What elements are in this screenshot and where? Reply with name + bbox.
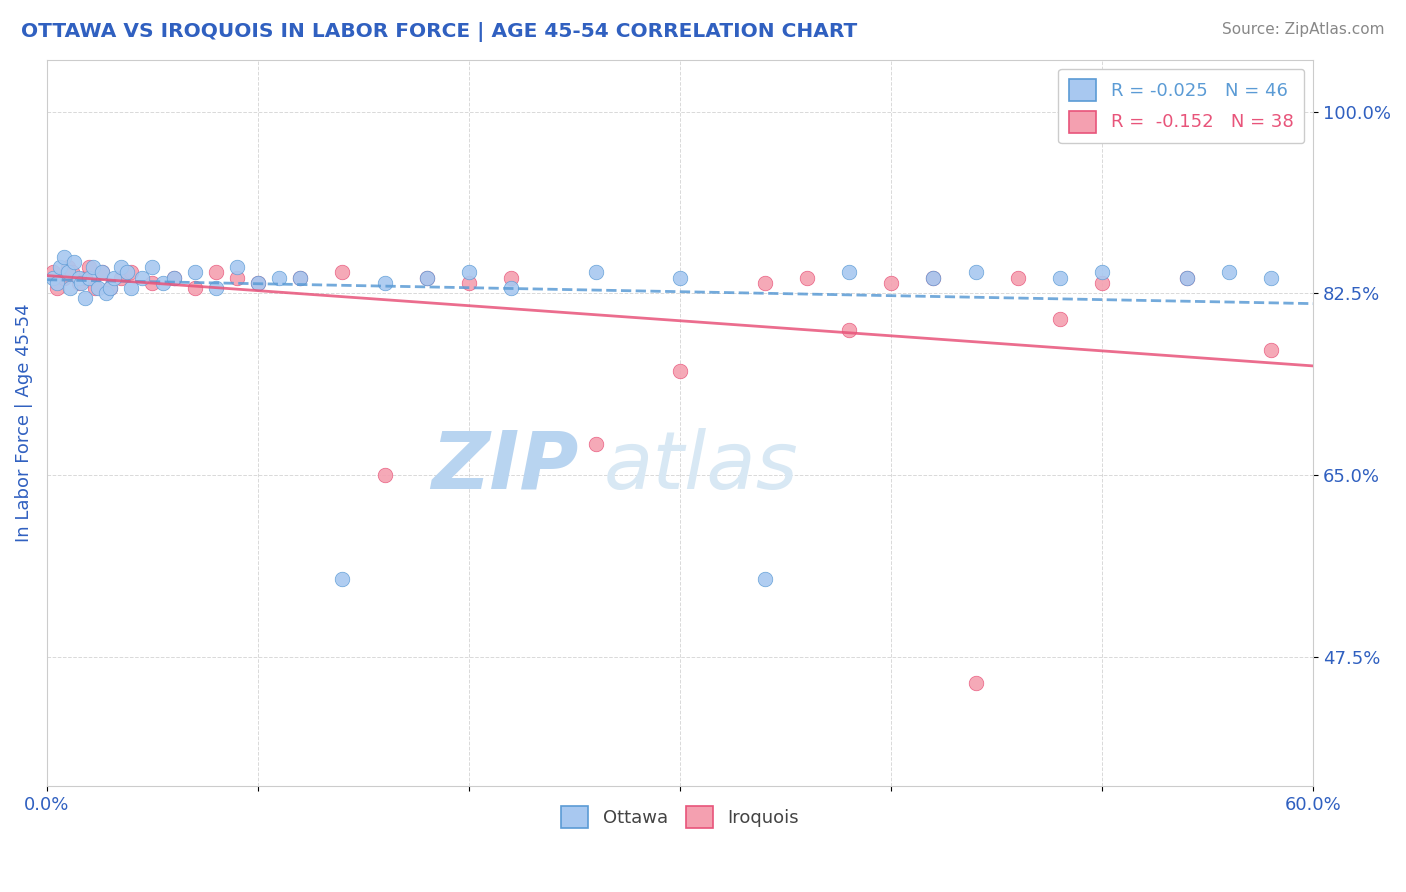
Point [115,265,138,279]
Point [52,250,75,264]
Point [838,322,860,336]
Point [56,260,79,275]
Point [922,270,945,285]
Point [458,265,481,279]
Point [98,281,121,295]
Point [754,276,776,290]
Point [67,270,90,285]
Point [82,260,104,275]
Point [922,270,945,285]
Point [1175,270,1198,285]
Point [52,270,75,285]
Point [1007,270,1029,285]
Text: ZIP: ZIP [432,427,579,506]
Point [60,265,83,279]
Y-axis label: In Labor Force | Age 45-54: In Labor Force | Age 45-54 [15,304,32,542]
Point [90,265,112,279]
Point [84,281,107,295]
Point [880,276,903,290]
Point [46,276,69,290]
Point [225,260,247,275]
Point [42,270,65,285]
Point [141,276,163,290]
Point [103,270,125,285]
Point [585,437,607,451]
Point [374,276,396,290]
Point [332,265,354,279]
Point [67,276,90,290]
Text: atlas: atlas [605,427,799,506]
Point [416,270,439,285]
Point [1091,265,1114,279]
Point [332,572,354,586]
Point [131,270,153,285]
Point [46,281,69,295]
Point [110,260,132,275]
Point [98,281,121,295]
Point [1260,343,1282,358]
Point [1260,270,1282,285]
Point [94,286,117,301]
Point [73,270,96,285]
Point [754,572,776,586]
Point [162,270,184,285]
Point [458,276,481,290]
Point [77,270,100,285]
Point [56,265,79,279]
Point [838,265,860,279]
Point [288,270,311,285]
Point [416,270,439,285]
Point [585,265,607,279]
Point [63,255,86,269]
Point [42,265,65,279]
Point [501,270,523,285]
Point [183,281,205,295]
Point [1218,265,1240,279]
Point [267,270,290,285]
Point [152,276,174,290]
Text: Source: ZipAtlas.com: Source: ZipAtlas.com [1222,22,1385,37]
Point [1091,276,1114,290]
Point [246,276,269,290]
Text: OTTAWA VS IROQUOIS IN LABOR FORCE | AGE 45-54 CORRELATION CHART: OTTAWA VS IROQUOIS IN LABOR FORCE | AGE … [21,22,858,42]
Point [225,270,247,285]
Point [374,467,396,482]
Point [246,276,269,290]
Point [1175,270,1198,285]
Point [110,270,132,285]
Point [965,675,987,690]
Point [120,265,142,279]
Point [204,281,226,295]
Point [204,265,226,279]
Point [501,281,523,295]
Point [141,260,163,275]
Point [48,260,70,275]
Point [288,270,311,285]
Point [965,265,987,279]
Point [69,276,91,290]
Point [669,364,692,378]
Point [59,281,82,295]
Point [77,260,100,275]
Point [86,281,108,295]
Point [669,270,692,285]
Point [1049,312,1071,326]
Point [90,265,112,279]
Point [183,265,205,279]
Point [73,292,96,306]
Point [796,270,818,285]
Point [1049,270,1071,285]
Point [162,270,184,285]
Legend: Ottawa, Iroquois: Ottawa, Iroquois [554,799,806,836]
Point [120,281,142,295]
